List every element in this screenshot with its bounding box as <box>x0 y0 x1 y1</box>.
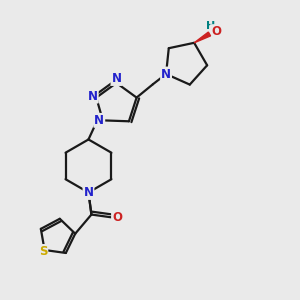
Text: O: O <box>112 211 122 224</box>
Text: S: S <box>39 245 47 258</box>
Text: O: O <box>211 25 221 38</box>
Polygon shape <box>194 32 211 43</box>
Text: N: N <box>83 186 94 199</box>
Text: N: N <box>88 90 98 103</box>
Text: N: N <box>112 72 122 85</box>
Text: N: N <box>161 68 171 80</box>
Text: N: N <box>94 114 104 127</box>
Text: H: H <box>206 21 216 31</box>
